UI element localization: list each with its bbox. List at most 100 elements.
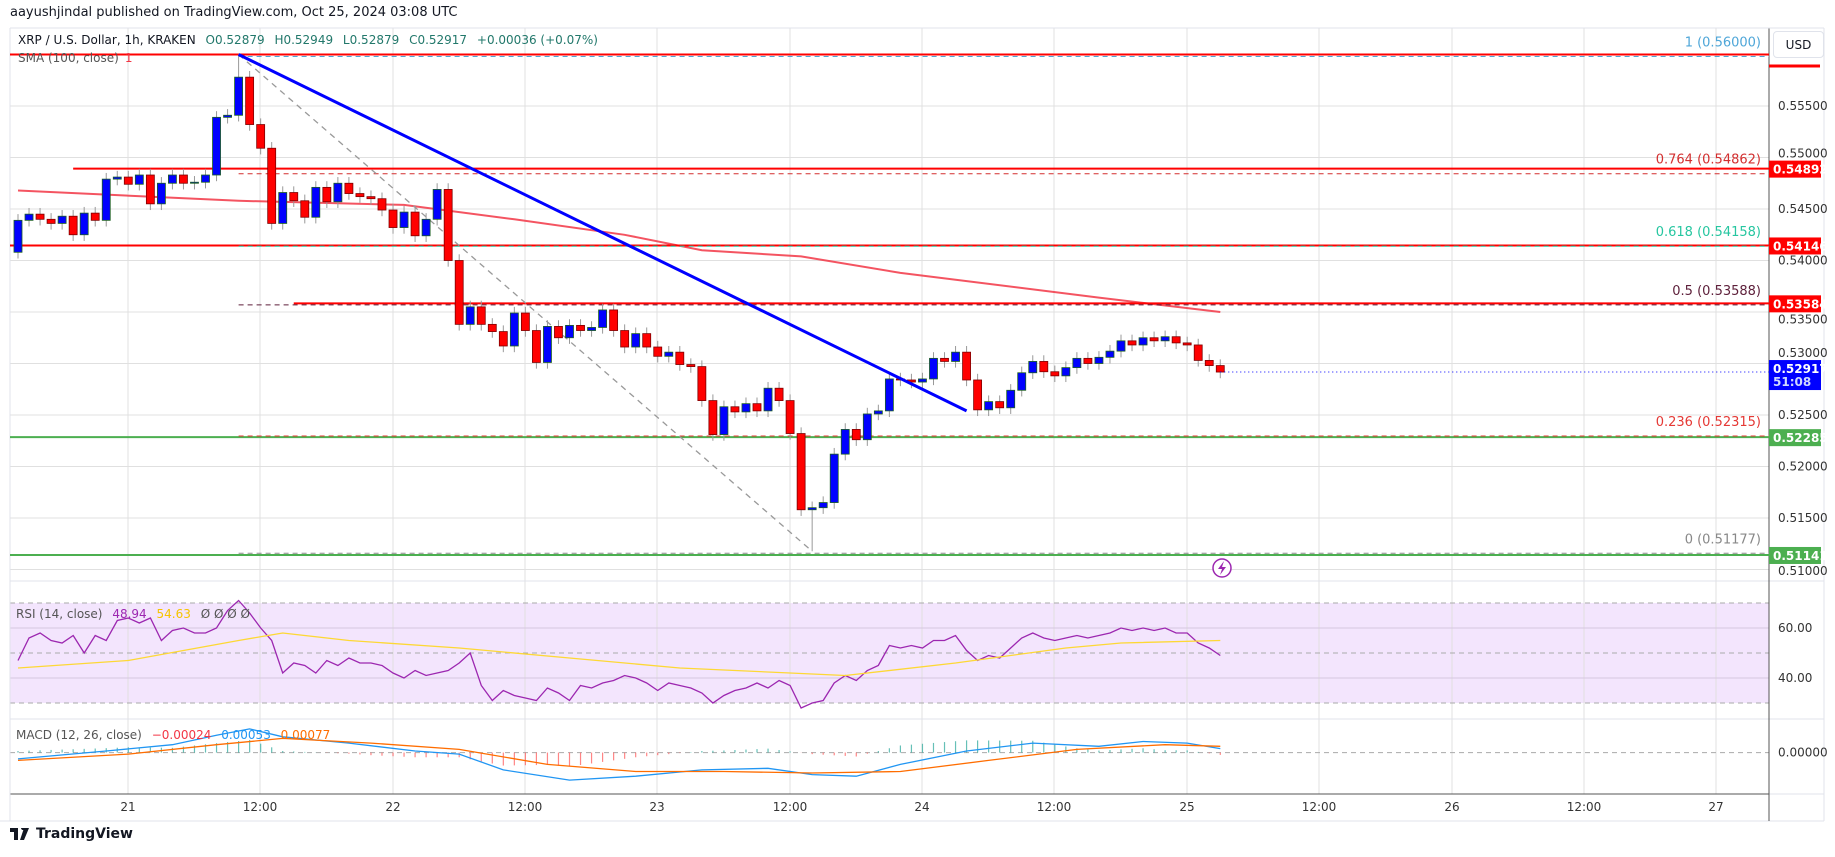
time-tick-label: 24: [914, 800, 929, 814]
candle-down: [532, 330, 541, 363]
price-tag: [1769, 295, 1821, 313]
ohlc-high: H0.52949: [274, 33, 334, 47]
fib-level-label: 0.618 (0.54158): [1656, 225, 1761, 240]
currency-button[interactable]: USD: [1773, 31, 1824, 58]
fib-level-label: 0.236 (0.52315): [1656, 415, 1761, 430]
candle-down: [1204, 360, 1214, 366]
price-tick-label: 0.55000: [1778, 147, 1828, 161]
candle-up: [333, 182, 343, 203]
rsi-label: RSI (14, close): [16, 607, 103, 621]
time-tick-label: 22: [385, 800, 400, 814]
candle-up: [918, 378, 927, 383]
price-tag-label: 0.51141: [1773, 549, 1828, 563]
published-header: aayushjindal published on TradingView.co…: [10, 5, 458, 20]
candle-up: [829, 453, 839, 503]
macd-value: 0.00053: [221, 728, 271, 742]
candle-up: [1028, 361, 1038, 374]
time-tick-label: 12:00: [1037, 800, 1072, 814]
rsi-line: [17, 599, 1221, 709]
price-tag-label: 0.52285: [1773, 431, 1828, 445]
candle-down: [377, 198, 387, 211]
candle-down: [973, 379, 983, 411]
fib-diagonal-line: [238, 54, 813, 552]
fib-level-label: 0.5 (0.53588): [1672, 284, 1761, 299]
time-tick-label: 12:00: [1567, 800, 1602, 814]
candle-up: [631, 333, 641, 348]
tradingview-logo-icon: [10, 828, 29, 840]
candle-down: [1215, 365, 1225, 373]
candle-up: [79, 212, 89, 236]
candle-down: [90, 212, 100, 221]
candle-up: [190, 181, 199, 184]
price-tick-label: 0.51000: [1778, 564, 1828, 578]
candle-up: [212, 116, 221, 176]
candle-down: [686, 364, 696, 367]
candle-down: [256, 124, 266, 149]
sma-100-line: [17, 189, 1221, 313]
rsi-ma-value: 54.63: [156, 607, 191, 621]
candle-down: [995, 401, 1005, 409]
ohlc-close: C0.52917: [409, 33, 468, 47]
candle-down: [554, 326, 563, 339]
candle-up: [1160, 336, 1170, 342]
price-tick-label: 0.53000: [1778, 346, 1828, 360]
symbol-legend: XRP / U.S. Dollar, 1h, KRAKEN O0.52879 H…: [18, 33, 598, 47]
macd-label: MACD (12, 26, close): [16, 728, 142, 742]
candle-up: [509, 312, 519, 347]
price-tag: [1769, 429, 1821, 447]
candle-up: [587, 327, 596, 331]
price-tick-label: 0.54000: [1778, 254, 1828, 268]
time-tick-label: 12:00: [508, 800, 543, 814]
candle-up: [13, 219, 23, 253]
candle-down: [322, 186, 332, 203]
rsi-legend[interactable]: RSI (14, close) 48.94 54.63 Ø Ø Ø Ø: [16, 607, 250, 621]
candle-up: [134, 174, 144, 185]
candle-up: [840, 429, 850, 455]
candle-down: [576, 324, 585, 331]
rsi-tick-label: 60.00: [1778, 621, 1812, 635]
candle-up: [24, 213, 34, 221]
symbol-title[interactable]: XRP / U.S. Dollar, 1h, KRAKEN: [18, 33, 196, 47]
candle-up: [664, 351, 674, 357]
lightning-glyph: [1218, 561, 1226, 575]
fib-level-label: 1 (0.56000): [1685, 36, 1761, 51]
candle-up: [432, 189, 442, 220]
candle-up: [1138, 337, 1148, 346]
price-tick-label: 0.52500: [1778, 408, 1828, 422]
price-tick-label: 0.53500: [1778, 312, 1828, 326]
tradingview-logo[interactable]: TradingView: [10, 826, 133, 842]
candle-up: [1061, 367, 1071, 377]
time-tick-label: 21: [120, 800, 135, 814]
candle-up: [168, 174, 177, 184]
candle-up: [763, 387, 773, 412]
candle-down: [520, 312, 530, 331]
candle-down: [708, 400, 718, 435]
candle-up: [598, 309, 607, 328]
rsi-ma-line: [17, 632, 1221, 677]
macd-signal-line: [17, 737, 1221, 774]
candle-down: [730, 406, 740, 413]
sma-legend[interactable]: SMA (100, close) 1: [18, 51, 132, 65]
time-tick-label: 26: [1444, 800, 1459, 814]
macd-hist-value: −0.00024: [151, 728, 212, 742]
candle-up: [1006, 389, 1016, 409]
brand-name: TradingView: [36, 826, 133, 842]
candle-up: [278, 192, 288, 224]
candle-up: [1094, 356, 1104, 364]
candle-down: [300, 200, 310, 218]
candle-down: [620, 330, 630, 348]
price-tick-label: 0.52000: [1778, 460, 1828, 474]
candle-down: [851, 429, 861, 441]
candle-down: [179, 174, 188, 184]
candle-up: [929, 357, 938, 380]
lightning-alert-icon[interactable]: [1212, 558, 1232, 578]
candle-down: [267, 147, 277, 224]
ohlc-low: L0.52879: [342, 33, 400, 47]
time-tick-label: 25: [1179, 800, 1194, 814]
candle-down: [410, 211, 420, 237]
candle-up: [234, 76, 244, 116]
candle-up: [465, 306, 475, 325]
macd-legend[interactable]: MACD (12, 26, close) −0.00024 0.00053 0.…: [16, 728, 330, 742]
